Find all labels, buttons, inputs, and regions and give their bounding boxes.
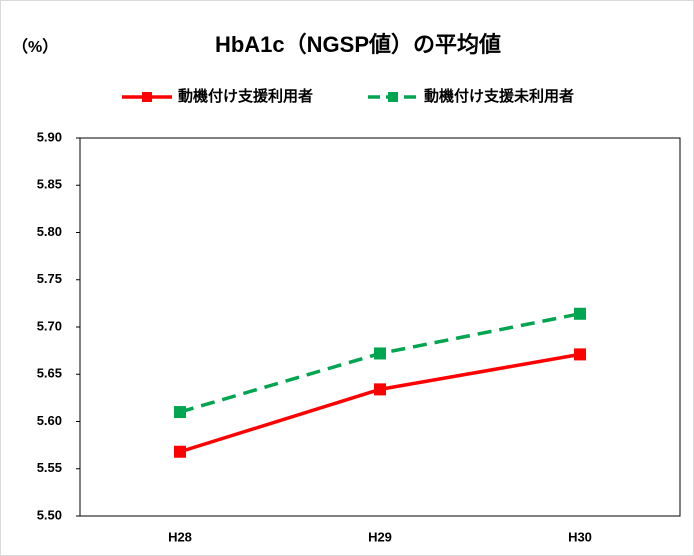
- point: [574, 307, 586, 320]
- legend-label: 動機付け支援未利用者: [424, 87, 574, 105]
- y-tick-label: 5.65: [37, 366, 62, 381]
- y-tick-label: 5.80: [37, 224, 62, 239]
- x-tick-label: H30: [568, 529, 592, 544]
- legend-label: 動機付け支援利用者: [178, 87, 313, 105]
- legend-marker: [142, 92, 152, 102]
- legend-marker: [388, 92, 398, 102]
- y-tick-label: 5.50: [37, 507, 62, 522]
- y-tick-label: 5.85: [37, 177, 62, 192]
- y-tick-label: 5.60: [37, 413, 62, 428]
- y-tick-label: 5.70: [37, 318, 62, 333]
- point: [574, 348, 586, 361]
- unit-label: （%）: [12, 38, 58, 56]
- y-tick-label: 5.90: [37, 129, 62, 144]
- y-tick-label: 5.75: [37, 271, 62, 286]
- x-tick-label: H28: [168, 529, 192, 544]
- point: [174, 406, 186, 419]
- point: [374, 347, 386, 360]
- y-tick-label: 5.55: [37, 460, 62, 475]
- point: [174, 445, 186, 458]
- point: [374, 383, 386, 396]
- x-tick-label: H29: [368, 529, 392, 544]
- chart-title: HbA1c（NGSP値）の平均値: [215, 32, 501, 57]
